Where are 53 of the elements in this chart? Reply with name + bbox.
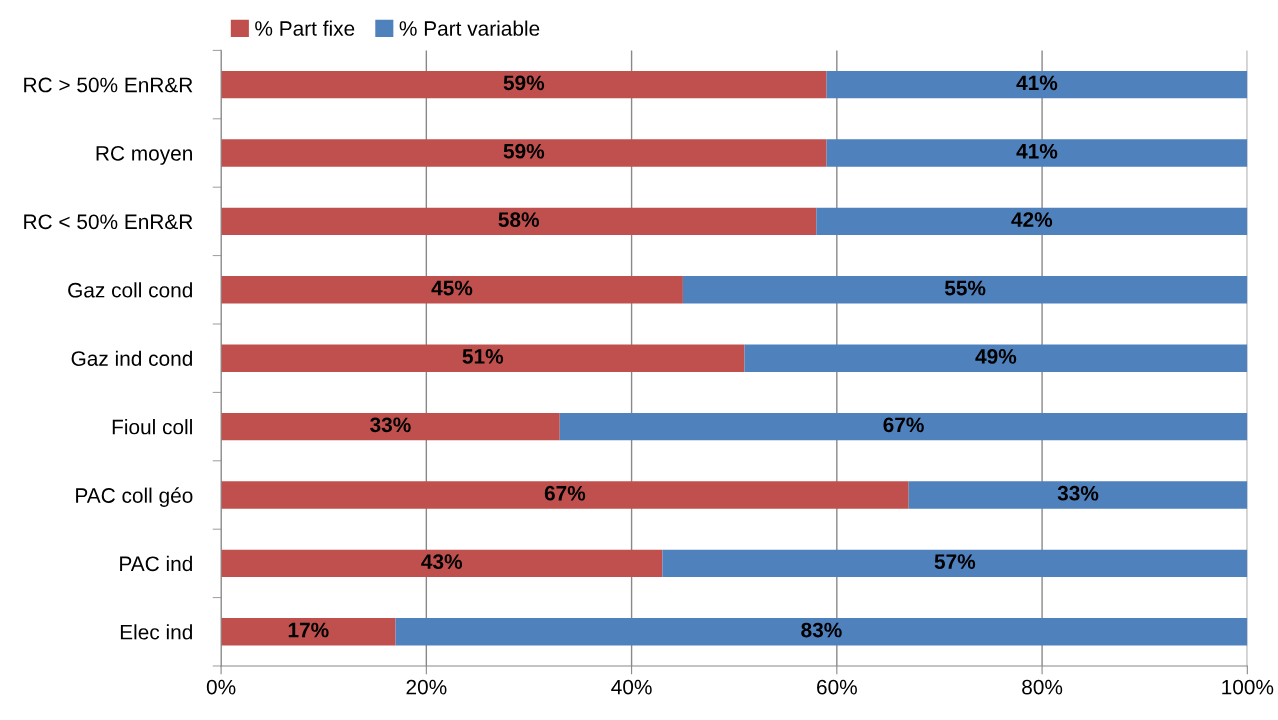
bar [221, 481, 909, 509]
bar [816, 207, 1248, 236]
bar [826, 139, 1248, 167]
x-tick-label: 60% [817, 679, 857, 695]
data-label: 42% [1011, 212, 1053, 227]
legend-label: % Part variable [399, 20, 540, 36]
data-label: 83% [801, 622, 842, 638]
data-label: 45% [431, 280, 473, 296]
x-tick-label: 100% [1222, 679, 1274, 695]
y-tick-label: Fioul coll [112, 419, 192, 435]
bar [221, 276, 683, 304]
x-tick-label: 20% [406, 679, 447, 695]
y-tick-label: Gaz coll cond [68, 282, 192, 298]
bar [221, 139, 827, 167]
x-tick-label: 40% [611, 679, 652, 695]
data-label: 58% [498, 212, 539, 227]
x-tick-label: 80% [1022, 679, 1063, 695]
bar [221, 618, 396, 646]
data-label: 59% [503, 143, 545, 159]
data-label: 51% [462, 349, 504, 364]
bar [221, 70, 827, 99]
y-tick-label: RC < 50% EnR&R [24, 214, 193, 230]
bar [682, 276, 1248, 304]
data-label: 41% [1016, 75, 1058, 91]
data-label: 55% [944, 280, 986, 296]
bar [221, 549, 663, 578]
bar [221, 207, 817, 236]
y-tick-label: Gaz ind cond [71, 350, 192, 366]
data-label: 43% [421, 554, 463, 570]
data-label: 67% [883, 417, 924, 433]
bar [559, 412, 1248, 441]
y-tick-label: PAC ind [120, 555, 192, 572]
bar [395, 618, 1248, 646]
bar [744, 344, 1248, 372]
y-tick-label: RC moyen [96, 146, 192, 165]
data-label: 49% [975, 349, 1017, 364]
bar [221, 412, 560, 441]
data-label: 33% [1057, 485, 1099, 501]
y-tick-label: Elec ind [120, 624, 192, 640]
y-tick-label: RC > 50% EnR&R [24, 77, 193, 93]
bar [221, 344, 745, 372]
data-label: 41% [1016, 143, 1058, 159]
y-tick-label: PAC coll géo [76, 487, 193, 507]
data-label: 59% [503, 75, 545, 91]
x-tick-label: 0% [206, 679, 236, 695]
data-label: 33% [370, 417, 411, 433]
legend-label: % Part fixe [255, 20, 355, 36]
bar [826, 70, 1248, 99]
data-label: 67% [544, 485, 586, 501]
bar [908, 481, 1248, 509]
data-label: 17% [288, 622, 329, 638]
bar [662, 549, 1248, 578]
data-label: 57% [934, 554, 976, 569]
